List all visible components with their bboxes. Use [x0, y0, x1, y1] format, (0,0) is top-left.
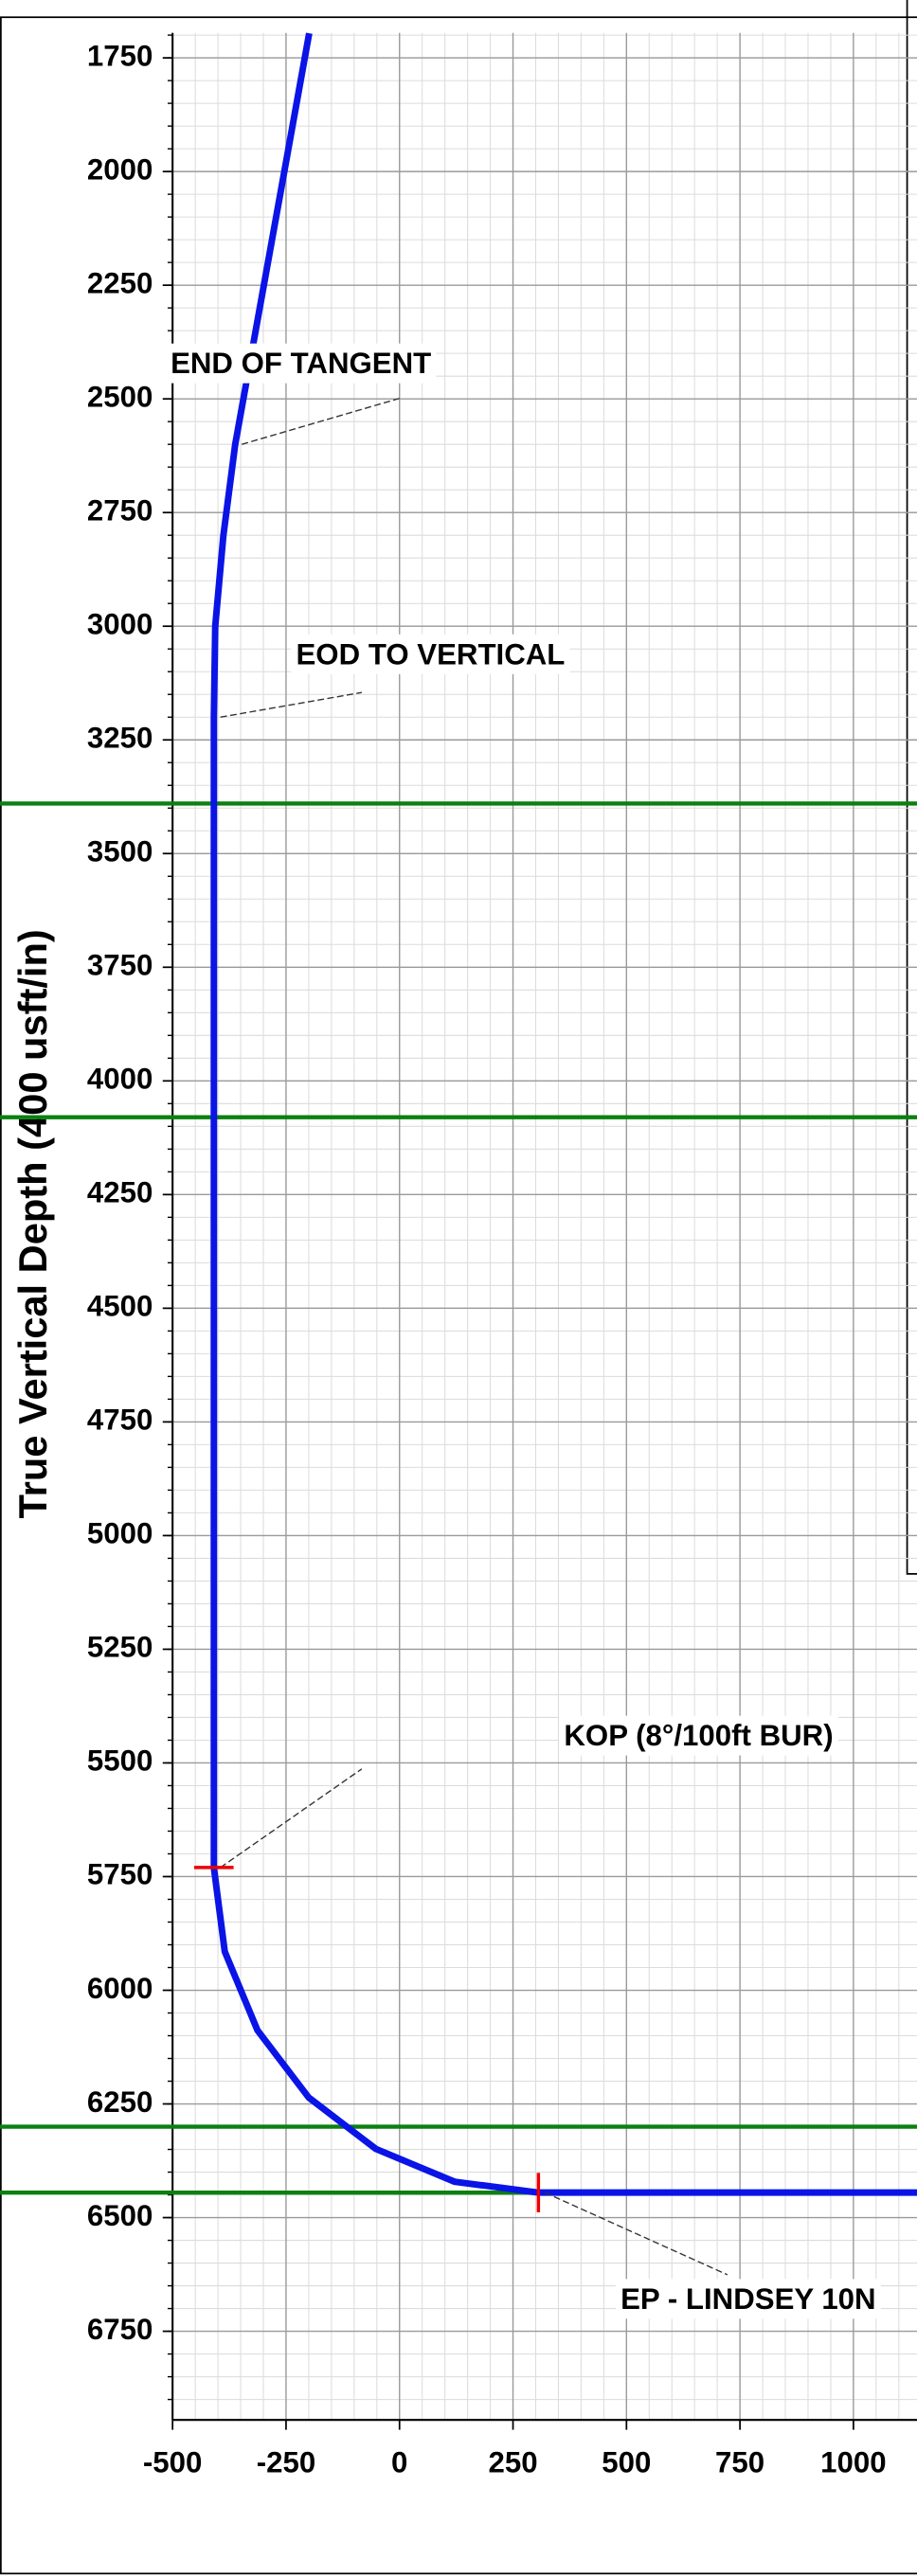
y-tick-label: 5000 — [87, 1517, 153, 1550]
annotation: EOD TO VERTICAL — [297, 637, 566, 671]
y-tick-label: 6750 — [87, 2313, 153, 2346]
leader-line — [545, 2191, 728, 2276]
annotation-bg — [615, 2279, 881, 2319]
y-tick-label: 4000 — [87, 1063, 153, 1096]
x-tick-label: -500 — [143, 2445, 202, 2478]
y-tick-label: 5750 — [87, 1858, 153, 1891]
annotation-bg — [291, 634, 570, 674]
x-tick-label: 250 — [488, 2445, 537, 2478]
legend-box — [906, 0, 917, 1575]
x-tick-label: 0 — [391, 2445, 407, 2478]
well-path — [210, 32, 917, 2196]
frame — [0, 16, 917, 2575]
y-axis-label: True Vertical Depth (400 usft/in) — [10, 929, 55, 1518]
y-tick-label: 3250 — [87, 721, 153, 754]
y-tick-label: 6000 — [87, 1972, 153, 2005]
annotation: EP - LINDSEY 10N — [620, 2282, 876, 2316]
annotation: END OF TANGENT — [171, 347, 431, 380]
x-tick-label: -250 — [257, 2445, 315, 2478]
y-tick-label: 4750 — [87, 1404, 153, 1437]
y-tick-label: 5500 — [87, 1744, 153, 1778]
y-tick-label: 6250 — [87, 2085, 153, 2119]
annotation-bg — [559, 1715, 838, 1756]
leader-line — [220, 1768, 363, 1869]
x-tick-label: 500 — [602, 2445, 651, 2478]
y-tick-label: 4250 — [87, 1176, 153, 1209]
x-tick-label: 750 — [715, 2445, 764, 2478]
y-tick-label: 2250 — [87, 266, 153, 299]
y-tick-label: 2500 — [87, 380, 153, 413]
y-tick-label: 6500 — [87, 2199, 153, 2232]
y-tick-label: 4500 — [87, 1290, 153, 1323]
annotation-bg — [165, 343, 437, 384]
leader-line — [220, 691, 363, 718]
y-tick-label: 3500 — [87, 835, 153, 868]
leader-line — [242, 397, 400, 445]
y-tick-label: 5250 — [87, 1631, 153, 1664]
y-tick-label: 1750 — [87, 39, 153, 72]
y-tick-label: 3000 — [87, 607, 153, 640]
annotation: KOP (8°/100ft BUR) — [564, 1719, 833, 1752]
y-tick-label: 2750 — [87, 493, 153, 527]
y-tick-label: 2000 — [87, 152, 153, 186]
x-tick-label: 1000 — [820, 2445, 886, 2478]
y-tick-label: 3750 — [87, 949, 153, 982]
